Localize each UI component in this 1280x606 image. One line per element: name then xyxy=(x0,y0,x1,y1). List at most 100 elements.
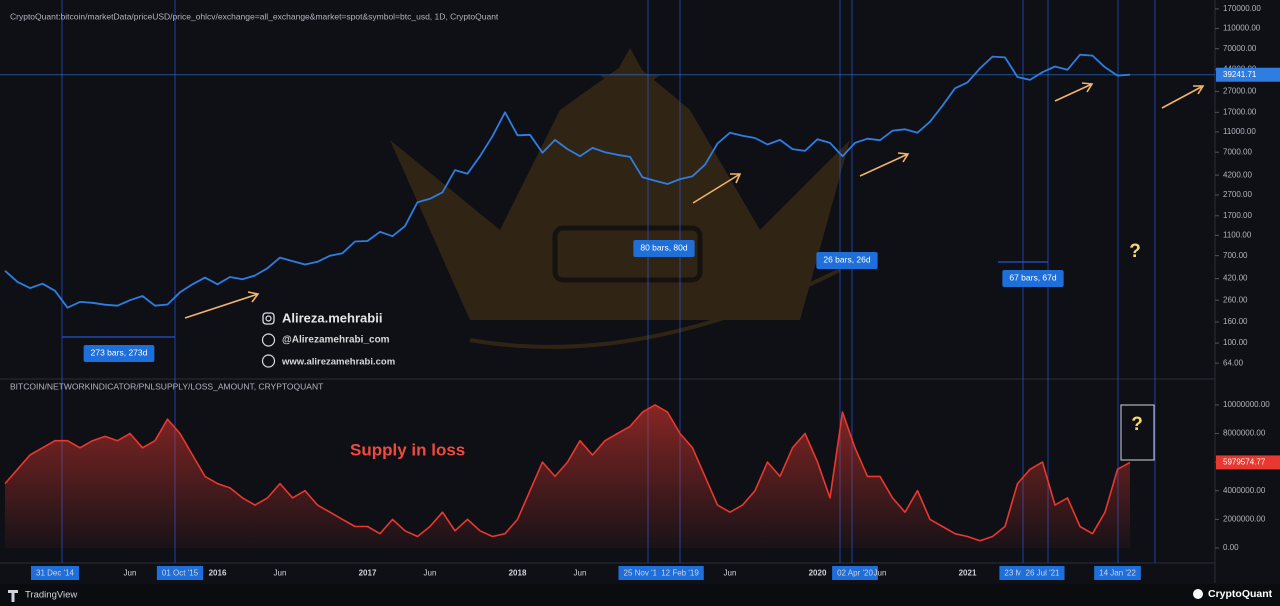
x-tick-label: 12 Feb '19 xyxy=(661,569,699,578)
x-tick: Jun xyxy=(124,569,137,578)
y-tick-label: 100.00 xyxy=(1223,338,1248,347)
annotation-box xyxy=(633,240,695,257)
cryptoquant-icon xyxy=(1193,589,1203,599)
y-tick-label: 11000.00 xyxy=(1223,127,1256,136)
y-tick-label: 160.00 xyxy=(1223,317,1248,326)
x-tick-label: Jun xyxy=(124,569,137,578)
y-tick-label: 4000000.00 xyxy=(1223,486,1266,495)
x-tick-label: Jun xyxy=(574,569,587,578)
x-tick-label: 2018 xyxy=(509,569,527,578)
x-tick-label: Jun xyxy=(424,569,437,578)
x-tick-label: 14 Jan '22 xyxy=(1099,569,1136,578)
x-tick: Jun xyxy=(724,569,737,578)
x-tick: 31 Dec '14 xyxy=(31,566,79,580)
x-tick-highlight xyxy=(156,566,204,580)
x-tick-label: 2020 xyxy=(809,569,827,578)
area-line xyxy=(4,404,1131,542)
annotation-box xyxy=(816,252,878,269)
y-tick-label: 4200.00 xyxy=(1223,170,1252,179)
x-tick-label: 2017 xyxy=(359,569,377,578)
range-brackets xyxy=(62,261,1048,338)
x-tick: Jun xyxy=(274,569,287,578)
x-tick-label: Jun xyxy=(724,569,737,578)
x-tick-label: 31 Dec '14 xyxy=(36,569,75,578)
last-value-label: 39241.71 xyxy=(1223,70,1257,79)
annotation-label: 67 bars, 67d xyxy=(1009,272,1057,282)
range-annotation: 80 bars, 80d xyxy=(633,240,695,257)
x-tick: Jun xyxy=(424,569,437,578)
annotation-label: 80 bars, 80d xyxy=(640,242,688,252)
y-tick-label: 27000.00 xyxy=(1223,87,1257,96)
annotation-label: 26 bars, 26d xyxy=(823,254,871,264)
y-tick-label: 17000.00 xyxy=(1223,107,1257,116)
trend-arrows xyxy=(184,82,1205,319)
x-tick-highlight xyxy=(1020,566,1065,580)
range-annotation: 67 bars, 67d xyxy=(1002,270,1064,287)
x-tick-label: Jun xyxy=(274,569,287,578)
web-icon xyxy=(261,354,276,368)
y-tick-label: 1100.00 xyxy=(1223,230,1252,239)
x-tick: Jun xyxy=(574,569,587,578)
x-tick: 12 Feb '19 xyxy=(656,566,704,580)
last-value-tag xyxy=(1216,455,1280,470)
x-tick-highlight xyxy=(1094,566,1141,580)
x-tick-highlight xyxy=(31,566,79,580)
x-tick: 02 Apr '20 xyxy=(832,566,878,580)
annotation-box xyxy=(83,345,155,362)
x-tick-highlight xyxy=(618,566,667,580)
range-annotation: 273 bars, 273d xyxy=(83,345,155,362)
x-tick-highlight xyxy=(832,566,878,580)
x-tick: 01 Oct '15 xyxy=(156,566,204,580)
x-tick-label: 2016 xyxy=(209,569,227,578)
x-tick: 25 Nov '18 xyxy=(618,566,667,580)
x-tick-label: 2021 xyxy=(959,569,977,578)
y-tick-label: 170000.00 xyxy=(1223,4,1261,13)
footer-right: CryptoQuant xyxy=(1208,588,1273,600)
footer-left: TradingView xyxy=(25,590,77,601)
x-tick: 2021 xyxy=(959,569,977,578)
y-tick-label: 64.00 xyxy=(1223,358,1244,367)
y-tick-label: 260.00 xyxy=(1223,295,1248,304)
last-value-label: 5979574.77 xyxy=(1223,458,1266,467)
x-tick: 2020 xyxy=(809,569,827,578)
y-tick-label: 2000000.00 xyxy=(1223,514,1266,523)
y-tick-label: 10000000.00 xyxy=(1223,400,1270,409)
y-tick-label: 0.00 xyxy=(1223,543,1239,552)
annotation-label: ? xyxy=(1131,414,1143,435)
x-tick: 26 Jul '21 xyxy=(1020,566,1065,580)
x-tick: 2016 xyxy=(209,569,227,578)
y-tick-label: 7000.00 xyxy=(1223,147,1252,156)
annotation-box xyxy=(1002,270,1064,287)
x-tick: 2017 xyxy=(359,569,377,578)
question-box xyxy=(1120,404,1155,461)
instagram-icon xyxy=(265,315,272,322)
pane-title: CryptoQuant:bitcoin/marketData/priceUSD/… xyxy=(10,11,499,21)
x-tick-label: 25 Nov '18 xyxy=(624,569,663,578)
instagram-icon xyxy=(262,312,275,325)
pane-title: BITCOIN/NETWORKINDICATOR/PNLSUPPLY/LOSS_… xyxy=(10,381,323,391)
y-tick-label: 70000.00 xyxy=(1223,44,1257,53)
price-line xyxy=(4,53,1131,309)
x-tick-label: 23 May xyxy=(1004,569,1030,578)
y-tick-label: 8000000.00 xyxy=(1223,429,1266,438)
area-fill xyxy=(5,404,1130,548)
watermark-name: Alireza.mehrabii xyxy=(282,310,382,325)
x-tick-label: 01 Oct '15 xyxy=(162,569,199,578)
annotation-label: 273 bars, 273d xyxy=(91,347,148,357)
x-tick-label: 02 Apr '20 xyxy=(837,569,873,578)
y-tick-label: 2700.00 xyxy=(1223,190,1252,199)
y-tick-label: 420.00 xyxy=(1223,274,1248,283)
range-annotation: 26 bars, 26d xyxy=(816,252,878,269)
y-tick-label: 110000.00 xyxy=(1223,24,1261,33)
last-value-tag xyxy=(1216,67,1280,82)
telegram-icon xyxy=(261,333,276,347)
x-tick-label: 26 Jul '21 xyxy=(1026,569,1061,578)
annotation-label: ? xyxy=(1129,241,1141,262)
tradingview-icon xyxy=(8,590,18,602)
watermark-handle: @Alirezamehrabi_com xyxy=(282,335,390,346)
watermark-website: www.alirezamehrabi.com xyxy=(281,357,395,368)
x-tick: Jun xyxy=(874,569,887,578)
annotation-label: Supply in loss xyxy=(350,440,465,459)
y-tick-label: 700.00 xyxy=(1223,251,1248,260)
